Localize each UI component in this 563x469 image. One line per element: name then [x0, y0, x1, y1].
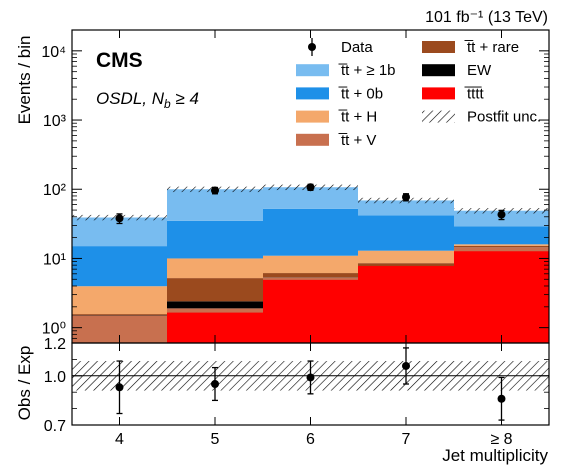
data-point-4 — [497, 210, 506, 219]
bar-t-t-rare-4 — [454, 245, 549, 248]
legend-label-ttbb: t̅t + ≥ 1b — [338, 62, 396, 79]
region-label: OSDL, Nb ≥ 4 — [96, 89, 199, 111]
ratio-ytick-label-0: 0.7 — [44, 418, 66, 435]
legend-label-tt0b: t̅t + 0b — [338, 85, 383, 102]
xtick-label-4: ≥ 8 — [490, 431, 512, 448]
legend-marker-tttt — [422, 87, 455, 100]
xtick-label-1: 5 — [211, 431, 220, 448]
data-point-0 — [115, 214, 124, 223]
region-condition: ≥ 4 — [171, 89, 199, 108]
legend-marker-unc — [422, 110, 455, 123]
legend-label-ttV: t̅t + V — [338, 132, 377, 149]
legend: Data t̅t + ≥ 1b t̅t + 0b t̅t + H t̅t + V t̅t … — [296, 38, 541, 149]
bar-t-t-rare-0 — [72, 314, 167, 316]
ratio-point-4 — [497, 394, 506, 403]
legend-marker-data — [308, 43, 316, 51]
bar-t-t-1b-2 — [263, 187, 358, 209]
ratio-ytick-label-1: 1.0 — [44, 369, 66, 386]
legend-marker-tt0b — [296, 87, 329, 100]
legend-marker-ttV — [296, 133, 329, 146]
legend-marker-ttrare — [422, 41, 455, 53]
legend-label-tttt: t̅tt̅t — [464, 85, 485, 102]
bar-signal-3 — [358, 265, 454, 343]
y-axis-label-ratio: Obs / Exp — [15, 346, 34, 421]
legend-label-data: Data — [341, 39, 373, 56]
ytick-label-3: 10³ — [43, 113, 67, 130]
legend-label-ew: EW — [467, 62, 492, 79]
ytick-label-2: 10² — [43, 182, 67, 199]
legend-label-ttrare: t̅t + rare — [464, 39, 519, 56]
bar-t-t-rare-1 — [167, 278, 263, 302]
xtick-label-2: 6 — [306, 431, 315, 448]
ytick-label-0: 10⁰ — [42, 321, 66, 338]
bar-t-t-0b-4 — [454, 226, 549, 245]
ratio-point-0 — [115, 383, 124, 392]
legend-marker-ttH — [296, 110, 329, 123]
legend-label-unc: Postfit unc. — [467, 109, 541, 126]
data-point-1 — [211, 186, 219, 195]
ratio-ytick-label-2: 1.2 — [44, 336, 66, 353]
xtick-label-0: 4 — [115, 431, 124, 448]
bar-t-t-0b-2 — [263, 208, 358, 256]
bar-t-t-1b-1 — [167, 189, 263, 221]
region-subscript: b — [164, 97, 171, 111]
region-text: OSDL, N — [96, 89, 165, 108]
legend-marker-ttbb — [296, 64, 329, 77]
y-axis-label-top: Events / bin — [15, 36, 34, 125]
legend-marker-ew — [422, 64, 455, 77]
bar-t-t-0b-1 — [167, 220, 263, 259]
bar-t-t-h-2 — [263, 255, 358, 274]
legend-label-ttH: t̅t + H — [338, 109, 377, 126]
bar-t-t-0b-0 — [72, 246, 167, 287]
xtick-label-3: 7 — [402, 431, 411, 448]
stack-group — [72, 184, 549, 343]
cms-label: CMS — [96, 49, 143, 72]
data-point-2 — [306, 183, 315, 192]
bar-t-t-rare-3 — [358, 263, 454, 267]
ratio-point-3 — [402, 361, 410, 370]
main-panel: 10⁰ 10¹ 10² 10³ 10⁴ Data t̅t + ≥ 1b t̅t + 0b t̅t… — [41, 29, 550, 344]
bar-signal-4 — [454, 251, 549, 343]
lumi-label: 101 fb⁻¹ (13 TeV) — [425, 9, 548, 26]
ytick-label-1: 10¹ — [43, 251, 66, 268]
x-axis-label: Jet multiplicity — [442, 446, 548, 465]
data-point-3 — [402, 193, 410, 202]
labels: 101 fb⁻¹ (13 TeV) CMS OSDL, Nb ≥ 4 Event… — [15, 9, 548, 465]
ratio-panel: 0.7 1.0 1.2 4 5 6 7 ≥ 8 — [44, 336, 550, 448]
bar-t-t-0b-3 — [358, 215, 454, 251]
bar-t-t-h-4 — [454, 244, 549, 246]
bar-t-t-h-0 — [72, 286, 167, 315]
ratio-point-2 — [306, 373, 315, 382]
bar-t-t-h-3 — [358, 250, 454, 264]
ratio-point-1 — [211, 380, 219, 388]
bar-t-t-1b-3 — [358, 200, 454, 216]
bar-t-t-rare-2 — [263, 273, 358, 278]
bar-t-t-h-1 — [167, 258, 263, 279]
bar-signal-2 — [263, 279, 358, 343]
bar-ew-1 — [167, 301, 263, 309]
ytick-label-4: 10⁴ — [41, 44, 66, 61]
